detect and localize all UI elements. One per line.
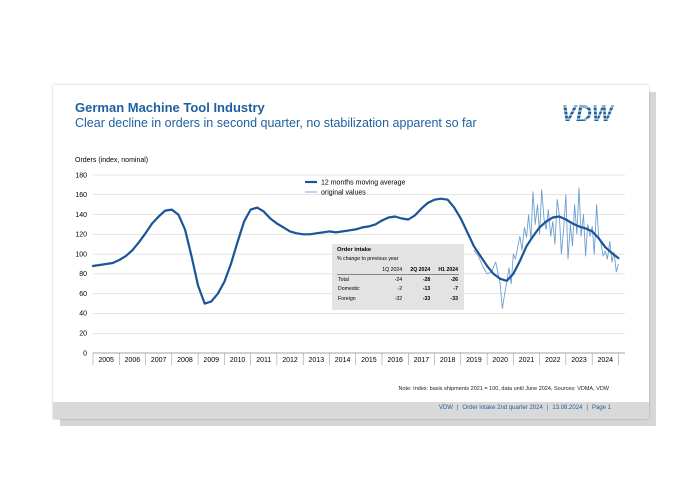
x-tick-label: 2017 (414, 357, 430, 364)
slide-subtitle: Clear decline in orders in second quarte… (75, 116, 477, 130)
table-header-q1: 1Q 2024 (375, 266, 404, 275)
x-tick-label: 2009 (203, 357, 219, 364)
footer-band: VDW | Order intake 2nd quarter 2024 | 13.08.… (53, 402, 649, 419)
x-tick-label: 2016 (387, 357, 403, 364)
slide-title: German Machine Tool Industry (75, 100, 265, 115)
table-header-row: 1Q 2024 2Q 2024 H1 2024 (337, 266, 459, 275)
y-tick-label: 180 (75, 172, 87, 179)
y-tick-label: 20 (79, 331, 87, 338)
x-tick-label: 2019 (466, 357, 482, 364)
table-row: Foreign -32 -33 -33 (337, 294, 459, 304)
x-tick-label: 2007 (151, 357, 167, 364)
cell-h1: -7 (453, 286, 458, 293)
vdw-logo: VDW (548, 101, 626, 125)
x-tick-label: 2011 (256, 357, 271, 364)
x-tick-label: 2010 (230, 357, 246, 364)
table-row: Domestic -2 -13 -7 (337, 285, 459, 295)
y-axis-label: Orders (index, nominal) (75, 157, 149, 164)
x-tick-label: 2023 (571, 357, 587, 364)
x-tick-label: 2012 (282, 357, 298, 364)
y-tick-label: 160 (75, 192, 87, 199)
y-tick-label: 60 (79, 291, 87, 298)
x-tick-label: 2008 (177, 357, 193, 364)
table-row: Total -24 -28 -26 (337, 275, 459, 285)
y-tick-label: 100 (75, 251, 87, 258)
x-tick-label: 2022 (545, 357, 561, 364)
logo-text: VDW (561, 101, 615, 125)
cell-q1: -24 (394, 276, 403, 283)
footer-date: 13.08.2024 (552, 405, 583, 411)
series-moving-average (91, 197, 620, 305)
x-tick-label: 2021 (519, 357, 535, 364)
table-header-h1: H1 2024 (431, 266, 459, 275)
cell-h1: -33 (450, 295, 459, 302)
slide: German Machine Tool Industry Clear decli… (53, 85, 649, 419)
table-title: Order intake (337, 247, 372, 253)
x-tick-label: 2024 (598, 357, 614, 364)
cell-q1: -2 (397, 286, 403, 293)
y-tick-label: 120 (75, 232, 87, 239)
series-original-values (473, 187, 619, 309)
cell-q1: -32 (394, 295, 403, 302)
legend-label-original: original values (321, 190, 366, 197)
y-tick-label: 140 (75, 212, 87, 219)
legend-label-moving-average: 12 months moving average (321, 180, 406, 187)
table-header-q2: 2Q 2024 (403, 266, 432, 275)
x-tick-label: 2005 (98, 357, 114, 364)
table-subtitle: % change to previous year (337, 256, 399, 262)
x-tick-label: 2013 (309, 357, 325, 364)
footer-topic: Order intake 2nd quarter 2024 (462, 405, 543, 411)
cell-q2: -13 (422, 286, 431, 293)
cell-h1: -26 (450, 276, 459, 283)
x-tick-label: 2020 (492, 357, 508, 364)
row-label: Total (338, 276, 349, 283)
y-tick-label: 80 (79, 271, 87, 278)
x-tick-label: 2015 (361, 357, 377, 364)
row-label: Domestic (338, 286, 360, 293)
order-intake-table: Order intake % change to previous year 1… (332, 244, 464, 310)
table-header-blank (337, 266, 375, 275)
row-label: Foreign (338, 295, 356, 302)
chart-note: Note: Index: basis shipments 2021 = 100,… (398, 386, 610, 392)
x-tick-label: 2014 (335, 357, 351, 364)
cell-q2: -33 (422, 295, 431, 302)
footer-org: VDW (438, 405, 453, 411)
footer-page: Page 1 (591, 405, 611, 411)
y-tick-label: 40 (79, 311, 87, 318)
y-tick-label: 0 (83, 350, 87, 357)
order-intake-grid: 1Q 2024 2Q 2024 H1 2024 Total -24 -28 -2… (337, 266, 459, 304)
cell-q2: -28 (422, 276, 431, 283)
x-tick-label: 2018 (440, 357, 456, 364)
line-chart: 0 20 40 60 80 100 120 140 160 180 2005 2006 2007 2008… (75, 172, 625, 365)
footer-text: VDW | Order intake 2nd quarter 2024 | 13.08.… (438, 405, 611, 411)
x-tick-label: 2006 (125, 357, 141, 364)
